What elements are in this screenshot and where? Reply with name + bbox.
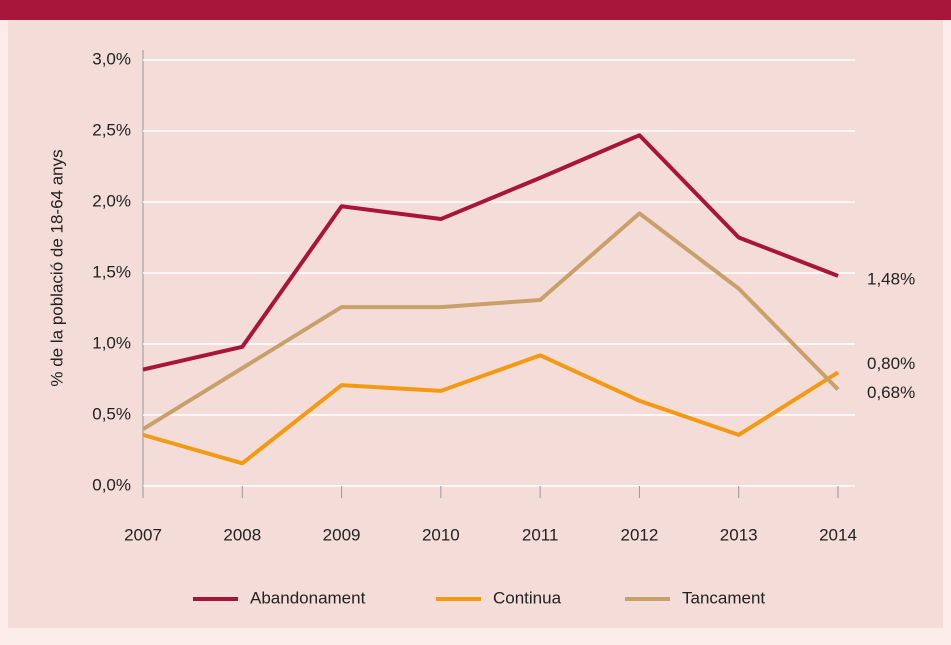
series-line [141, 211, 840, 431]
legend-label: Abandonament [250, 588, 366, 607]
x-tick-label: 2007 [124, 525, 162, 544]
y-tick-label: 2,5% [92, 120, 131, 139]
data-label: 1,48% [867, 269, 915, 288]
y-tick-label: 2,0% [92, 191, 131, 210]
y-axis-label: % de la població de 18-64 anys [47, 149, 66, 386]
series-line [142, 133, 839, 372]
y-tick-label: 0,0% [92, 475, 131, 494]
series-line [142, 353, 840, 466]
panel [8, 20, 943, 628]
x-tick-label: 2009 [323, 525, 361, 544]
x-tick-label: 2010 [422, 525, 460, 544]
y-tick-label: 1,5% [92, 262, 131, 281]
y-tick-label: 0,5% [92, 404, 131, 423]
legend-label: Continua [493, 588, 562, 607]
x-tick-label: 2013 [720, 525, 758, 544]
x-tick-label: 2012 [621, 525, 659, 544]
legend-label: Tancament [682, 588, 765, 607]
x-tick-label: 2014 [819, 525, 857, 544]
x-tick-label: 2011 [522, 525, 559, 544]
x-tick-label: 2008 [223, 525, 261, 544]
y-tick-label: 1,0% [92, 333, 131, 352]
y-tick-label: 3,0% [92, 49, 131, 68]
header-bar [0, 0, 951, 20]
data-label: 0,68% [867, 383, 915, 402]
data-label: 0,80% [867, 354, 915, 373]
